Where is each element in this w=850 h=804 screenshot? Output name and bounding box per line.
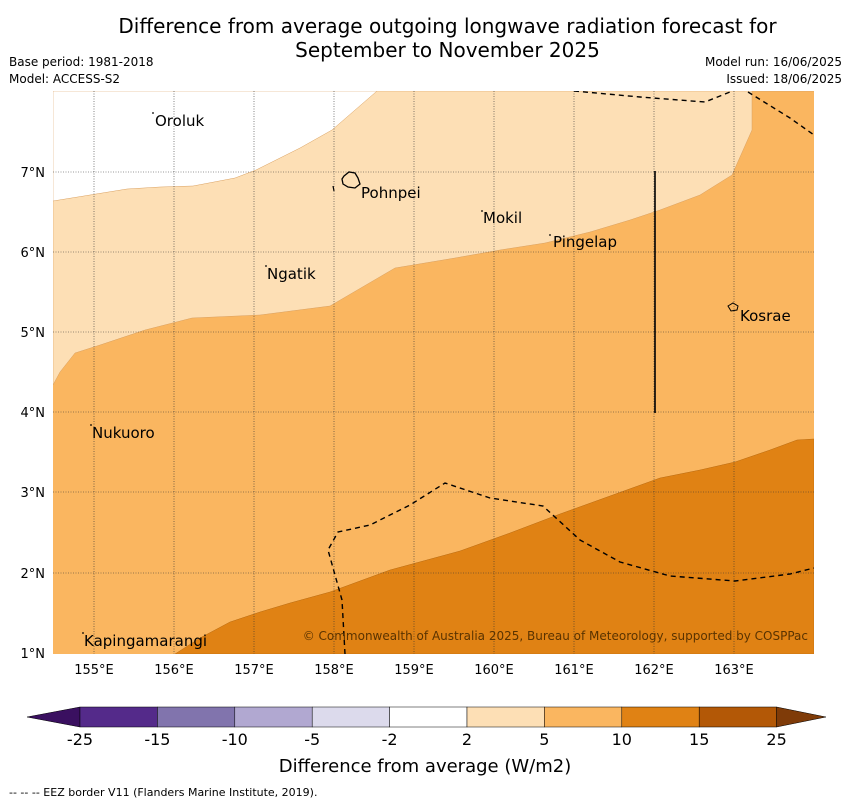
x-tick-157: 157°E [234, 663, 274, 678]
model-name: Model: ACCESS-S2 [9, 72, 121, 86]
colorbar-bin-3 [234, 706, 313, 728]
colorbar-bin-7 [544, 706, 623, 728]
x-tick-158: 158°E [314, 663, 354, 678]
cb-tick-7: 10 [612, 730, 632, 749]
footer-note: -- -- -- EEZ border V11 (Flanders Marine… [9, 786, 318, 799]
y-tick-5n: 5°N [21, 326, 46, 341]
place-nukuoro: Nukuoro [92, 424, 155, 442]
cb-tick-0: -25 [67, 730, 93, 749]
grid-lines [53, 91, 814, 654]
colorbar-bin-4 [311, 706, 390, 728]
place-kapingamarangi: Kapingamarangi [84, 632, 207, 650]
island-mark [332, 185, 335, 192]
colorbar-bin-2 [157, 706, 236, 728]
colorbar-label: Difference from average (W/m2) [279, 756, 571, 777]
map-title: Difference from average outgoing longwav… [0, 14, 850, 62]
colorbar [26, 706, 827, 728]
colorbar-bin-5 [389, 706, 468, 728]
cb-tick-2: -10 [222, 730, 248, 749]
y-tick-2n: 2°N [21, 567, 46, 582]
y-tick-1n: 1°N [21, 647, 46, 662]
colorbar-extend-high [776, 706, 827, 728]
x-tick-160: 160°E [474, 663, 514, 678]
colorbar-extend-low [26, 706, 81, 728]
meta-left: Base period: 1981-2018 Model: ACCESS-S2 [9, 54, 154, 88]
x-tick-159: 159°E [394, 663, 434, 678]
anomaly-neutral-region [53, 91, 378, 202]
colorbar-bin-6 [466, 706, 545, 728]
colorbar-ticks: -25 -15 -10 -5 -2 2 5 10 15 25 [67, 730, 787, 749]
eez-border-lines [327, 91, 814, 654]
x-tick-156: 156°E [154, 663, 194, 678]
y-tick-3n: 3°N [21, 486, 46, 501]
model-run: Model run: 16/06/2025 [704, 55, 842, 69]
kosrae-island-outline [727, 302, 739, 312]
x-tick-155: 155°E [74, 663, 114, 678]
place-ngatik: Ngatik [267, 265, 316, 283]
cb-tick-6: 5 [539, 730, 549, 749]
y-axis-labels: 1°N 2°N 3°N 4°N 5°N 6°N 7°N [21, 166, 46, 662]
title-line-1: Difference from average outgoing longwav… [118, 14, 777, 38]
x-tick-163: 163°E [714, 663, 754, 678]
map-area [53, 91, 814, 654]
x-tick-161: 161°E [554, 663, 594, 678]
place-mokil: Mokil [483, 209, 522, 227]
place-pohnpei: Pohnpei [361, 184, 421, 202]
place-dots [82, 112, 551, 634]
cb-tick-8: 15 [689, 730, 709, 749]
y-tick-7n: 7°N [21, 166, 46, 181]
colorbar-bin-1 [79, 706, 158, 728]
cb-tick-3: -5 [304, 730, 320, 749]
base-period: Base period: 1981-2018 [9, 55, 154, 69]
cb-tick-1: -15 [144, 730, 170, 749]
cb-tick-5: 2 [462, 730, 472, 749]
x-tick-162: 162°E [634, 663, 674, 678]
y-tick-4n: 4°N [21, 406, 46, 421]
issued-date: Issued: 18/06/2025 [726, 72, 842, 86]
y-tick-6n: 6°N [21, 246, 46, 261]
place-oroluk: Oroluk [155, 112, 204, 130]
colorbar-bin-9 [698, 706, 777, 728]
colorbar-bin-8 [621, 706, 700, 728]
anomaly-10-15-region [174, 438, 814, 654]
title-line-2: September to November 2025 [295, 38, 600, 62]
place-labels: Oroluk Pohnpei Mokil Pingelap Ngatik Kos… [84, 112, 791, 650]
x-axis-labels: 155°E 156°E 157°E 158°E 159°E 160°E 161°… [74, 663, 754, 678]
meta-right: Model run: 16/06/2025 Issued: 18/06/2025 [705, 54, 842, 88]
copyright-text: © Commonwealth of Australia 2025, Bureau… [303, 629, 808, 643]
cb-tick-9: 25 [766, 730, 786, 749]
place-pingelap: Pingelap [553, 233, 617, 251]
pohnpei-island-outline [341, 171, 361, 189]
place-kosrae: Kosrae [740, 307, 791, 325]
cb-tick-4: -2 [382, 730, 398, 749]
